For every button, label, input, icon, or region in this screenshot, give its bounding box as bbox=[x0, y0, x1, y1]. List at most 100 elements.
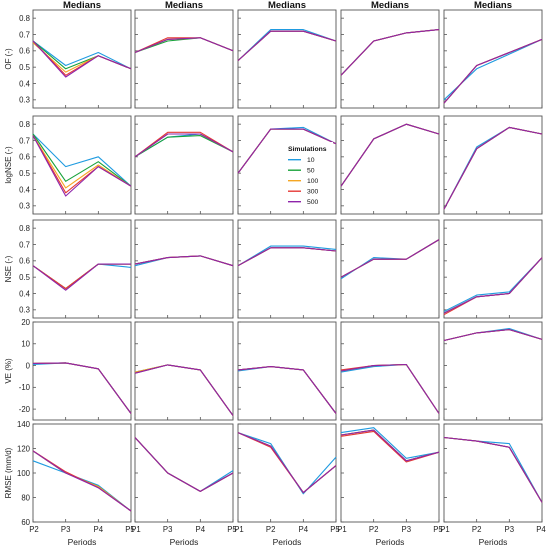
x-tick-label: P1 bbox=[337, 525, 347, 534]
series-line-10 bbox=[32, 133, 132, 187]
column-title-4: Medians bbox=[371, 0, 409, 11]
y-axis-label-row-2: logNSE (-) bbox=[4, 146, 13, 184]
series-line-500 bbox=[340, 429, 440, 462]
panel-frame bbox=[340, 423, 440, 523]
x-tick-label: P5 bbox=[433, 525, 443, 534]
x-tick-label: P3 bbox=[163, 525, 173, 534]
panel-r5-c2: P1 P3 P4 P5 bbox=[131, 423, 237, 534]
legend-label-50: 50 bbox=[307, 168, 315, 175]
legend-title: Simulations bbox=[288, 146, 327, 153]
series-line-500 bbox=[443, 38, 543, 104]
y-tick-label: 0.8 bbox=[19, 120, 30, 129]
series-line-500 bbox=[134, 133, 234, 158]
y-tick-label: 20 bbox=[21, 318, 30, 327]
panel-frame bbox=[443, 219, 543, 319]
x-tick-label: P4 bbox=[536, 525, 546, 534]
panel-r1-c2 bbox=[134, 9, 234, 109]
panel-r4-c5 bbox=[443, 321, 543, 421]
series-line-500 bbox=[237, 366, 337, 414]
y-axis-label-row-1: OF (-) bbox=[4, 48, 13, 70]
y-tick-label: -10 bbox=[19, 383, 31, 392]
panel-frame bbox=[32, 423, 132, 523]
series-line-50 bbox=[32, 133, 132, 187]
y-tick-label: 0 bbox=[26, 361, 31, 370]
y-tick-label: 120 bbox=[17, 444, 31, 453]
x-tick-label: P5 bbox=[125, 525, 135, 534]
legend-box bbox=[285, 142, 333, 210]
y-tick-label: 0.7 bbox=[19, 136, 30, 145]
series-line-500 bbox=[443, 436, 543, 503]
x-tick-label: P1 bbox=[131, 525, 141, 534]
x-axis-label-col-1: Periods bbox=[68, 537, 97, 547]
series-line-500 bbox=[32, 40, 132, 78]
y-tick-label: 0.3 bbox=[19, 202, 30, 211]
series-line-500 bbox=[32, 135, 132, 197]
x-tick-label: P2 bbox=[472, 525, 482, 534]
panel-frame bbox=[340, 321, 440, 421]
series-line-300 bbox=[340, 430, 440, 463]
series-line-10 bbox=[32, 40, 132, 70]
panel-frame bbox=[134, 321, 234, 421]
panel-r1-c1: 0.3 0.4 0.5 0.6 0.7 0.8 bbox=[19, 9, 132, 109]
x-axis-label-col-2: Periods bbox=[170, 537, 199, 547]
y-tick-label: 0.6 bbox=[19, 153, 30, 162]
panel-r4-c3 bbox=[237, 321, 337, 421]
series-line-10 bbox=[237, 29, 337, 61]
panel-r2-c5 bbox=[443, 115, 543, 215]
series-line-500 bbox=[237, 128, 337, 174]
x-tick-label: P1 bbox=[440, 525, 450, 534]
panel-r1-c5 bbox=[443, 9, 543, 109]
series-line-10 bbox=[340, 427, 440, 459]
y-axis-label-row-4: VE (%) bbox=[4, 358, 13, 384]
panel-r2-c2 bbox=[134, 115, 234, 215]
y-tick-label: 0.5 bbox=[19, 273, 31, 282]
y-tick-label: 0.3 bbox=[19, 96, 30, 105]
series-line-500 bbox=[443, 257, 543, 314]
legend-label-100: 100 bbox=[307, 178, 319, 185]
panel-r2-c1: 0.3 0.4 0.5 0.6 0.7 0.8 bbox=[19, 115, 132, 215]
x-axis-label-col-4: Periods bbox=[376, 537, 405, 547]
y-tick-label: 0.5 bbox=[19, 169, 31, 178]
series-line-500 bbox=[237, 247, 337, 267]
series-line-500 bbox=[340, 29, 440, 76]
y-tick-label: 80 bbox=[21, 493, 30, 502]
panel-r3-c3 bbox=[237, 219, 337, 319]
panel-frame bbox=[134, 9, 234, 109]
series-line-500 bbox=[134, 255, 234, 267]
series-line-50 bbox=[134, 135, 234, 158]
panel-frame bbox=[32, 115, 132, 215]
y-tick-label: 0.7 bbox=[19, 240, 30, 249]
series-line-500 bbox=[237, 30, 337, 62]
panel-frame bbox=[443, 321, 543, 421]
x-tick-label: P2 bbox=[29, 525, 39, 534]
y-tick-label: 0.5 bbox=[19, 63, 31, 72]
panel-r3-c5 bbox=[443, 219, 543, 319]
series-line-500 bbox=[32, 362, 132, 414]
panel-r5-c5: P1 P2 P3 P4 bbox=[440, 423, 546, 534]
x-axis-label-col-5: Periods bbox=[479, 537, 508, 547]
y-tick-label: 0.6 bbox=[19, 47, 30, 56]
x-axis-label-col-3: Periods bbox=[273, 537, 302, 547]
x-tick-label: P2 bbox=[369, 525, 379, 534]
series-line-500 bbox=[134, 364, 234, 416]
y-axis-label-row-3: NSE (-) bbox=[4, 255, 13, 282]
x-tick-label: P3 bbox=[505, 525, 515, 534]
column-title-2: Medians bbox=[165, 0, 203, 11]
panel-frame bbox=[237, 321, 337, 421]
panel-r3-c2 bbox=[134, 219, 234, 319]
panel-r5-c3: P1 P2 P4 P5 bbox=[234, 423, 340, 534]
series-line-100 bbox=[32, 135, 132, 189]
legend-label-10: 10 bbox=[307, 157, 315, 164]
panel-r4-c4 bbox=[340, 321, 440, 421]
series-line-500 bbox=[340, 363, 440, 414]
y-tick-label: 140 bbox=[17, 420, 31, 429]
legend-label-300: 300 bbox=[307, 189, 319, 196]
y-tick-label: 0.3 bbox=[19, 306, 30, 315]
panel-frame bbox=[134, 219, 234, 319]
series-line-500 bbox=[340, 123, 440, 187]
series-line-500 bbox=[443, 329, 543, 342]
panel-frame bbox=[340, 219, 440, 319]
panel-r2-c4 bbox=[340, 115, 440, 215]
x-tick-label: P5 bbox=[227, 525, 237, 534]
